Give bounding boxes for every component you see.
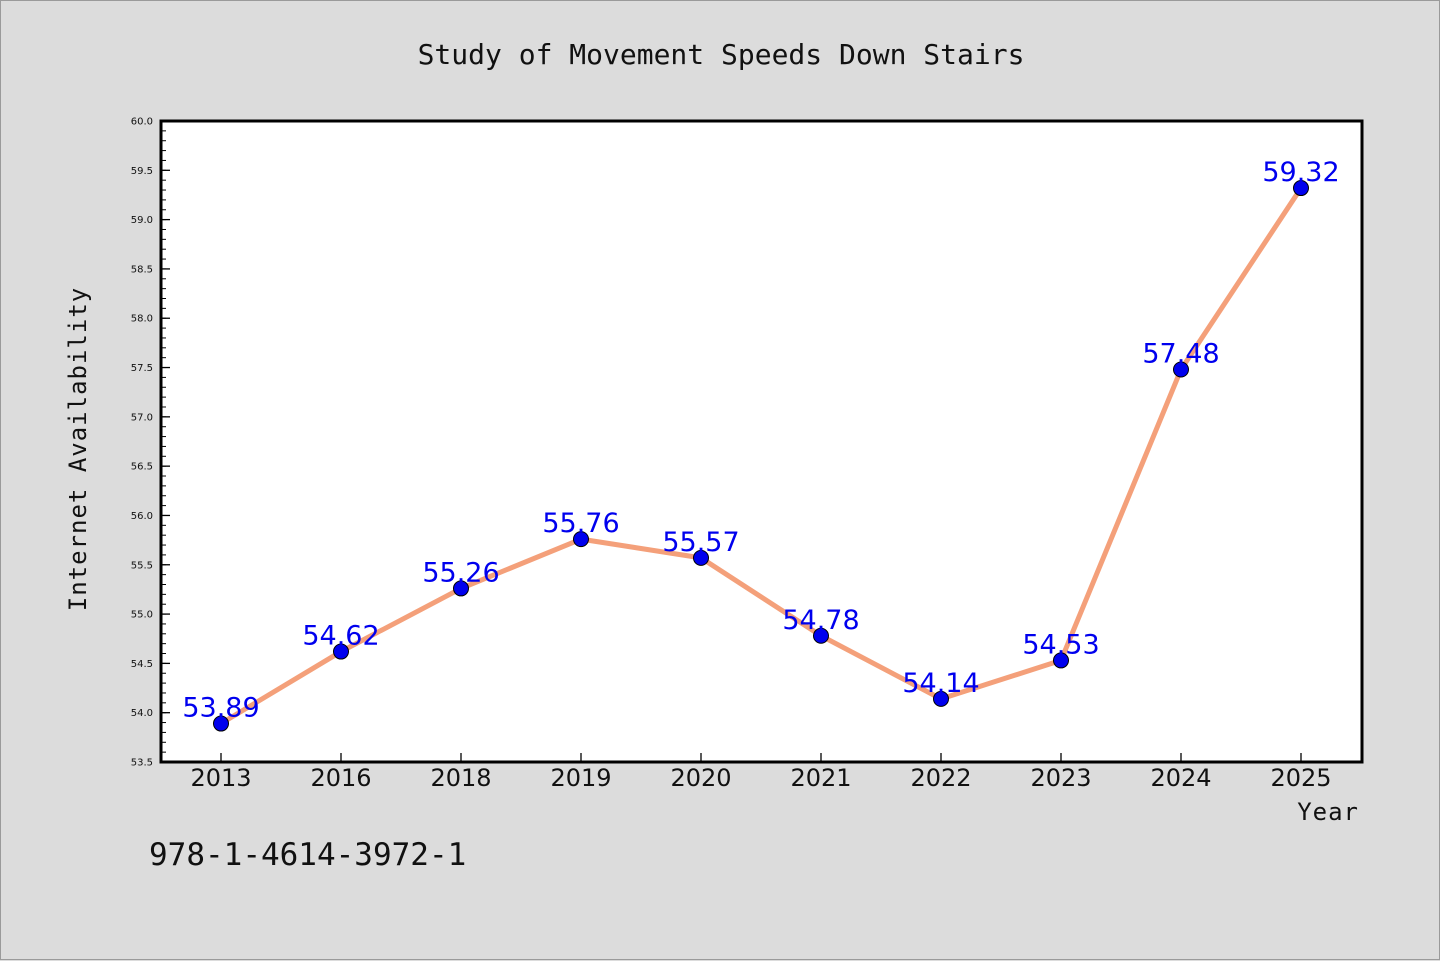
x-tick-label: 2020 — [670, 764, 731, 792]
x-axis: 2013 2016 2018 2019 2020 2021 2022 2023 2024 2025 — [190, 753, 1332, 792]
data-label: 54.14 — [902, 668, 979, 699]
data-label: 54.78 — [782, 605, 859, 636]
data-point — [213, 715, 229, 732]
data-point — [573, 531, 589, 548]
y-tick-label: 58.5 — [131, 264, 153, 275]
x-tick-label: 2025 — [1270, 764, 1331, 792]
data-label: 57.48 — [1142, 339, 1219, 370]
y-tick-label: 59.5 — [131, 166, 153, 177]
data-point — [1053, 652, 1069, 669]
series-line — [219, 186, 1304, 726]
footnote: 978-1-4614-3972-1 — [149, 837, 466, 873]
x-tick-label: 2019 — [550, 764, 611, 792]
y-tick-label: 57.0 — [131, 412, 153, 423]
data-point — [1173, 361, 1189, 378]
data-label: 59.32 — [1262, 157, 1339, 188]
data-label: 55.57 — [662, 527, 739, 558]
y-tick-label: 53.5 — [131, 758, 153, 769]
data-label: 55.76 — [542, 508, 619, 539]
y-tick-label: 58.0 — [131, 314, 153, 325]
plot-border — [159, 119, 1364, 764]
x-tick-label: 2022 — [910, 764, 971, 792]
plot-area — [161, 121, 1362, 762]
x-tick-label: 2018 — [430, 764, 491, 792]
y-tick-label: 56.5 — [131, 462, 153, 473]
data-label: 53.89 — [182, 693, 259, 724]
data-point — [693, 549, 709, 566]
data-label: 55.26 — [422, 557, 499, 588]
x-axis-label: Year — [1297, 798, 1359, 826]
chart-title: Study of Movement Speeds Down Stairs — [418, 38, 1025, 71]
data-point — [1293, 180, 1309, 197]
y-axis-label: Internet Availability — [64, 287, 92, 611]
y-tick-label: 55.5 — [131, 560, 153, 571]
x-tick-label: 2013 — [190, 764, 251, 792]
y-tick-label: 60.0 — [131, 117, 153, 128]
series-markers — [213, 180, 1309, 732]
data-label: 54.62 — [302, 621, 379, 652]
data-point — [933, 690, 949, 707]
x-tick-label: 2021 — [790, 764, 851, 792]
y-tick-label: 56.0 — [131, 511, 153, 522]
x-tick-label: 2023 — [1030, 764, 1091, 792]
data-point — [333, 643, 349, 660]
data-point — [453, 580, 469, 597]
y-tick-label: 59.0 — [131, 215, 153, 226]
x-tick-label: 2016 — [310, 764, 371, 792]
y-tick-label: 54.5 — [131, 659, 153, 670]
data-point — [813, 627, 829, 644]
y-tick-label: 55.0 — [131, 610, 153, 621]
y-tick-label: 54.0 — [131, 708, 153, 719]
data-label: 54.53 — [1022, 629, 1099, 660]
y-tick-label: 57.5 — [131, 363, 153, 374]
data-labels: 53.89 54.62 55.26 55.76 55.57 54.78 54.14 54.53… — [182, 157, 1339, 723]
x-tick-label: 2024 — [1150, 764, 1211, 792]
